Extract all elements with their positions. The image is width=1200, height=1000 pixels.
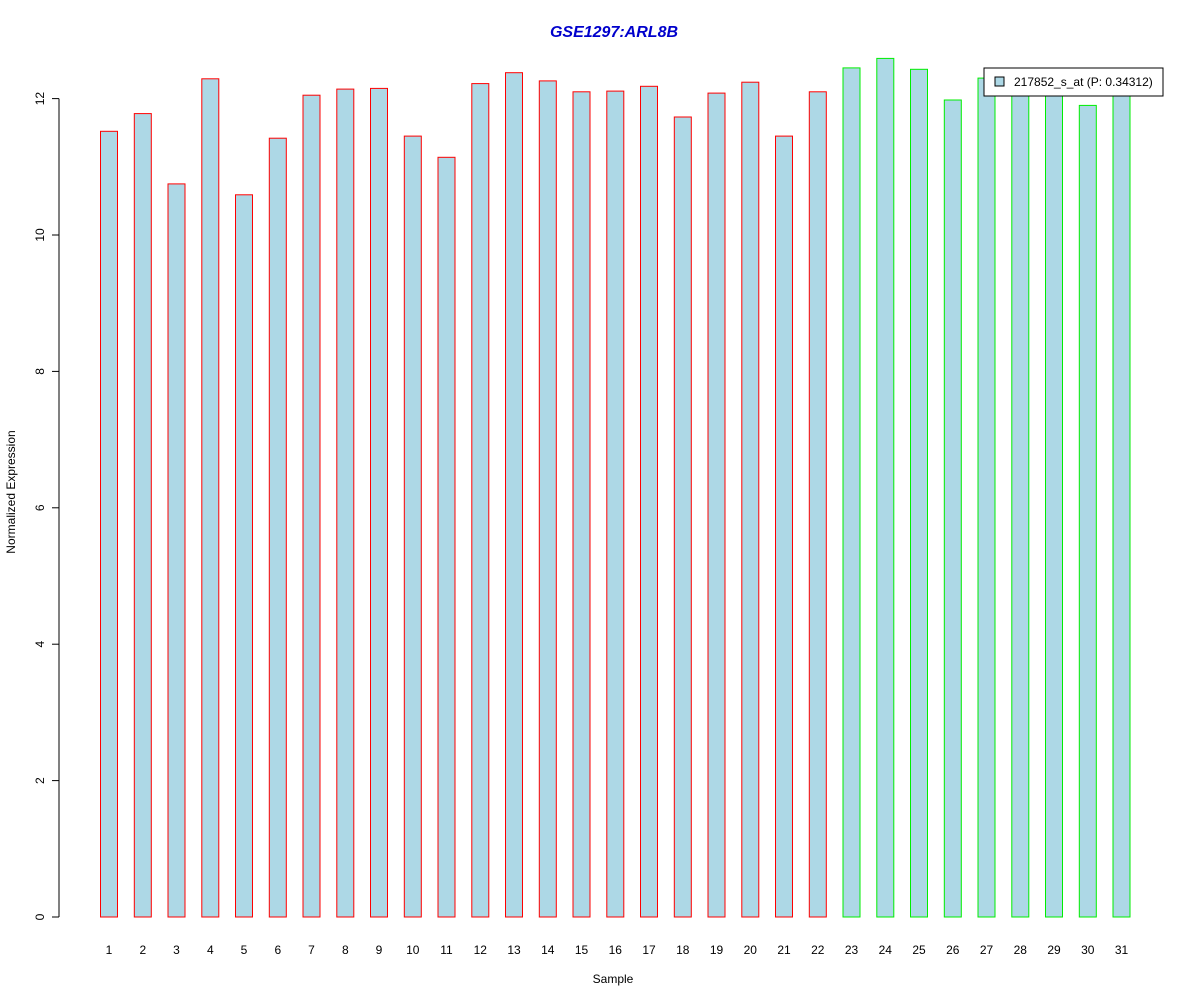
bar bbox=[471, 83, 490, 918]
x-tick-labels: 1 2 3 4 5 6 7 8 9 10 11 12 13 14 15 16 17 18 19 20 21 22 23 24 2… bbox=[106, 943, 1129, 957]
bar bbox=[370, 87, 388, 918]
y-axis: 0 2 4 6 8 10 12 bbox=[33, 92, 60, 920]
bar bbox=[572, 91, 591, 918]
x-tick-label: 12 bbox=[474, 943, 488, 957]
x-tick-label: 27 bbox=[980, 943, 994, 957]
y-tick-label: 6 bbox=[33, 504, 47, 511]
x-tick-label: 18 bbox=[676, 943, 690, 957]
bar bbox=[302, 94, 321, 918]
bars-layer bbox=[100, 57, 1131, 918]
x-tick-label: 1 bbox=[106, 943, 113, 957]
x-tick-label: 30 bbox=[1081, 943, 1095, 957]
y-tick-label: 12 bbox=[33, 92, 47, 106]
bar bbox=[1045, 94, 1063, 918]
legend-box bbox=[983, 67, 1164, 97]
bar bbox=[673, 116, 692, 918]
bar bbox=[707, 92, 726, 918]
x-tick-label: 5 bbox=[241, 943, 248, 957]
x-tick-label: 25 bbox=[912, 943, 926, 957]
x-tick-label: 7 bbox=[308, 943, 315, 957]
bar bbox=[538, 80, 557, 918]
bar bbox=[100, 130, 118, 918]
bar bbox=[606, 90, 625, 918]
x-tick-label: 6 bbox=[274, 943, 281, 957]
chart-title: GSE1297:ARL8B bbox=[550, 24, 678, 41]
bar bbox=[201, 78, 220, 918]
y-axis-label: Normalized Expression bbox=[4, 430, 18, 553]
legend-label: 217852_s_at (P: 0.34312) bbox=[1014, 75, 1153, 89]
x-tick-label: 14 bbox=[541, 943, 555, 957]
bar bbox=[808, 91, 827, 918]
x-tick-label: 29 bbox=[1047, 943, 1061, 957]
bar bbox=[403, 135, 422, 918]
x-tick-label: 23 bbox=[845, 943, 859, 957]
x-tick-label: 3 bbox=[173, 943, 180, 957]
x-tick-label: 24 bbox=[879, 943, 893, 957]
x-tick-label: 13 bbox=[507, 943, 521, 957]
bar bbox=[977, 77, 996, 918]
x-axis-label: Sample bbox=[593, 972, 634, 986]
x-tick-label: 22 bbox=[811, 943, 825, 957]
bar bbox=[1011, 91, 1030, 918]
bar bbox=[268, 137, 287, 918]
bar bbox=[437, 156, 456, 918]
x-tick-label: 2 bbox=[139, 943, 146, 957]
bar bbox=[876, 57, 895, 918]
bar bbox=[741, 81, 760, 918]
x-tick-label: 9 bbox=[376, 943, 383, 957]
legend-swatch bbox=[994, 76, 1005, 87]
bar bbox=[336, 88, 355, 918]
x-tick-label: 4 bbox=[207, 943, 214, 957]
x-tick-label: 19 bbox=[710, 943, 724, 957]
y-tick-label: 4 bbox=[33, 641, 47, 648]
x-tick-label: 8 bbox=[342, 943, 349, 957]
bar bbox=[910, 68, 928, 918]
bar bbox=[167, 183, 186, 918]
x-tick-label: 21 bbox=[777, 943, 791, 957]
bar bbox=[842, 67, 861, 918]
bar bbox=[235, 194, 253, 918]
bar bbox=[1078, 104, 1097, 918]
y-tick-label: 8 bbox=[33, 368, 47, 375]
bar bbox=[775, 135, 793, 918]
x-tick-label: 28 bbox=[1014, 943, 1028, 957]
bar bbox=[1112, 91, 1131, 918]
x-tick-label: 20 bbox=[744, 943, 758, 957]
x-tick-label: 16 bbox=[609, 943, 623, 957]
y-tick-label: 2 bbox=[33, 777, 47, 784]
bar bbox=[640, 85, 658, 918]
x-tick-label: 11 bbox=[440, 943, 453, 957]
y-tick-label: 10 bbox=[33, 228, 47, 242]
legend: 217852_s_at (P: 0.34312) bbox=[983, 67, 1164, 97]
bar bbox=[505, 72, 523, 918]
x-tick-label: 10 bbox=[406, 943, 420, 957]
x-tick-label: 26 bbox=[946, 943, 960, 957]
y-tick-label: 0 bbox=[33, 913, 47, 920]
x-tick-label: 17 bbox=[642, 943, 656, 957]
bar bbox=[943, 99, 962, 918]
x-tick-label: 15 bbox=[575, 943, 589, 957]
x-tick-label: 31 bbox=[1115, 943, 1129, 957]
bar bbox=[133, 113, 152, 918]
